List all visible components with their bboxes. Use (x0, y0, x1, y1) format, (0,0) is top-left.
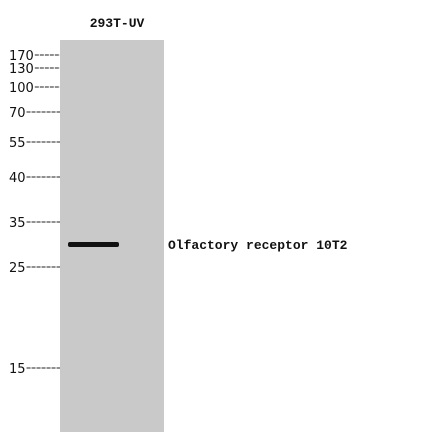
marker-label: 35 (9, 216, 26, 231)
marker-label: 15 (9, 362, 26, 377)
band-label: Olfactory receptor 10T2 (168, 238, 348, 253)
marker-label: 70 (9, 106, 26, 121)
marker-label: 25 (9, 261, 26, 276)
marker-label: 100 (9, 81, 34, 96)
lane-label: 293T-UV (90, 16, 145, 31)
marker-label: 40 (9, 171, 26, 186)
lane (60, 40, 164, 432)
marker-label: 55 (9, 136, 26, 151)
marker-label: 130 (9, 62, 34, 77)
blot-figure: 293T-UV Olfactory receptor 10T2 17013010… (0, 0, 446, 432)
band (68, 242, 119, 247)
